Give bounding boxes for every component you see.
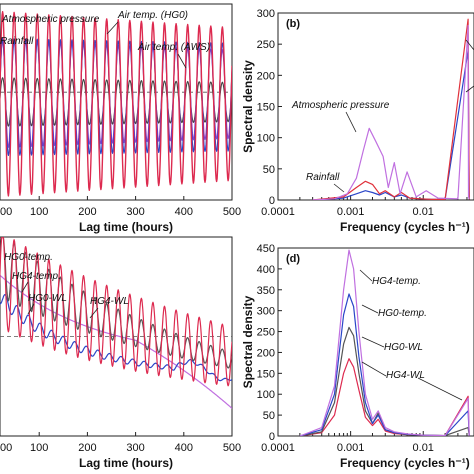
series-line (0, 237, 232, 387)
panel-b: 0 50 100 150 200 250 300 0.0001 0.001 0.01 Frequen… (241, 8, 474, 234)
annotation-arrow (361, 336, 385, 348)
series-line (312, 18, 470, 200)
x-tick-label: 0.001 (337, 442, 365, 454)
annotation-arrow (345, 111, 357, 133)
y-tick-label: 0 (269, 195, 275, 207)
x-axis-label: Frequency (cycles h⁻¹) (340, 456, 470, 470)
annotation-arrow (21, 281, 29, 293)
y-tick-label: 200 (257, 347, 275, 359)
y-tick-label: 400 (257, 264, 275, 276)
annotation-atmospheric-pressure: Atmospheric pressure (1, 14, 100, 25)
series-line (312, 24, 470, 200)
x-tick-label: 500 (223, 442, 241, 454)
series-group (299, 249, 470, 436)
y-tick-label: 250 (257, 39, 275, 51)
series-group (0, 11, 232, 197)
annotation-arrow (361, 304, 379, 314)
annotation-arrow (27, 303, 35, 315)
y-axis-label: Spectral density (241, 60, 255, 153)
annotation-atmospheric-pressure: Atmospheric pressure (291, 100, 390, 111)
annotation-hg0-temp: HG0-temp. (378, 308, 427, 319)
series-group (312, 18, 470, 200)
annotation-hg4-temp: HG4-temp. (12, 271, 61, 282)
x-tick-label: 200 (78, 442, 96, 454)
x-axis-label: Lag time (hours) (79, 220, 173, 234)
y-tick-label: 150 (257, 102, 275, 114)
annotation-rainfall: Rainfall (0, 36, 34, 47)
x-tick-label: 0.01 (413, 442, 434, 454)
y-tick-label: 100 (257, 389, 275, 401)
y-tick-label: 200 (257, 70, 275, 82)
annotation-hg4-temp: HG4-temp. (372, 276, 421, 287)
x-tick-label: 100 (30, 206, 48, 218)
y-tick-label: 350 (257, 285, 275, 297)
y-tick-label: 150 (257, 368, 275, 380)
plot-frame (277, 247, 474, 437)
annotation-arrow (465, 39, 474, 51)
annotation-arrow (359, 269, 373, 282)
x-axis-label: Lag time (hours) (79, 456, 173, 470)
series-group (0, 237, 232, 409)
series-line (299, 249, 470, 436)
y-tick-label: 0 (269, 431, 275, 443)
annotation-arrow (417, 377, 463, 401)
y-tick-label: 50 (263, 410, 275, 422)
y-tick-label: 100 (257, 133, 275, 145)
panel-d: 0 50 100 150 200 250 300 350 400 450 0.0001 0.001 0.… (241, 243, 474, 470)
y-tick-label: 450 (257, 243, 275, 255)
annotation-arrow (106, 21, 119, 35)
x-tick-label: 100 (30, 442, 48, 454)
x-tick-label: 300 (126, 206, 144, 218)
y-axis-label: Spectral density (241, 295, 255, 388)
panel-label: (d) (286, 253, 300, 265)
annotation-arrow (177, 53, 187, 69)
panel-a: 00 100 200 300 400 500 Lag time (hours) Atmosph… (0, 3, 241, 234)
annotation-hg4-wl: HG4-WL (386, 370, 425, 381)
y-tick-label: 300 (257, 8, 275, 20)
x-tick-label: 0.0001 (261, 206, 295, 218)
annotation-air-temp-aws: Air temp. (AWS) (137, 42, 210, 53)
x-tick-label: 300 (126, 442, 144, 454)
annotation-arrow (89, 307, 99, 319)
x-axis-label: Frequency (cycles h⁻¹) (340, 220, 470, 234)
x-tick-label: 400 (175, 206, 193, 218)
x-tick-label: 00 (0, 442, 12, 454)
x-tick-label: 0.001 (337, 206, 365, 218)
x-tick-label: 200 (78, 206, 96, 218)
annotation-hg0-temp: HG0-temp. (4, 252, 53, 263)
x-tick-label: 0.0001 (261, 442, 295, 454)
annotation-hg0-wl: HG0-WL (28, 293, 67, 304)
panel-c: 00 100 200 300 400 500 Lag time (hours) HG0-tem… (0, 236, 241, 470)
x-tick-label: 00 (0, 206, 12, 218)
series-line (0, 274, 232, 409)
x-tick-label: 400 (175, 442, 193, 454)
y-tick-label: 250 (257, 327, 275, 339)
annotation-hg4-wl: HG4-WL (90, 296, 129, 307)
y-tick-label: 50 (263, 164, 275, 176)
x-tick-label: 500 (223, 206, 241, 218)
annotation-arrow (333, 183, 345, 193)
annotation-air-temp-hg0: Air temp. (HG0) (117, 10, 188, 21)
annotation-arrow (465, 85, 474, 93)
x-tick-label: 0.01 (413, 206, 434, 218)
annotation-rainfall: Rainfall (306, 172, 340, 183)
panel-label: (b) (286, 18, 300, 30)
series-line (0, 11, 232, 197)
y-tick-label: 300 (257, 306, 275, 318)
annotation-hg0-wl: HG0-WL (384, 342, 423, 353)
plot-frame (0, 3, 233, 201)
annotation-arrow (361, 361, 387, 377)
